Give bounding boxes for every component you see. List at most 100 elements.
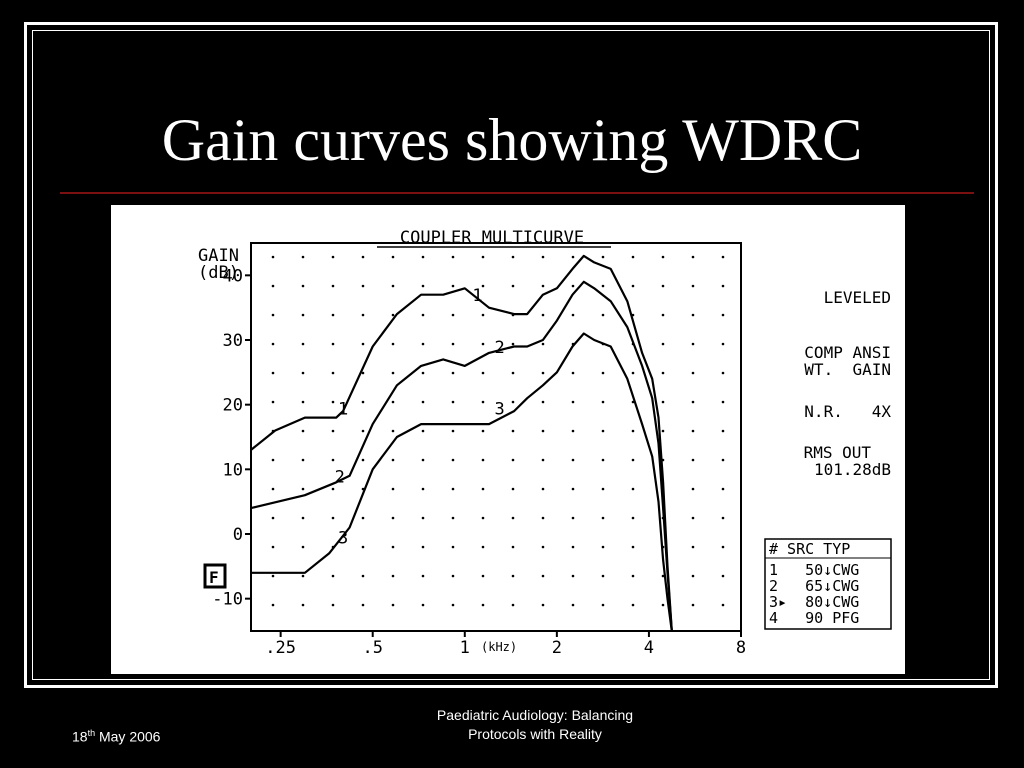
grid-dot: [271, 400, 275, 404]
footer-date-suffix: th: [87, 728, 96, 738]
grid-dot: [391, 429, 395, 433]
f-key-box: [203, 563, 227, 589]
grid-dot: [511, 371, 515, 375]
legend-table-row: 1 50↓CWG: [769, 561, 859, 579]
audiogram-panel: COUPLER MULTICURVE GAIN (dB) (kHz) 40 30 2…: [111, 205, 905, 674]
grid-dot: [391, 516, 395, 520]
curve-label-1: 1: [472, 286, 482, 306]
grid-dot: [661, 574, 665, 578]
gain-curve-1: [250, 254, 673, 632]
grid-dot: [331, 400, 335, 404]
grid-dot: [601, 284, 605, 288]
grid-dot: [271, 545, 275, 549]
footer-date: 18th May 2006: [72, 728, 160, 745]
grid-dot: [511, 545, 515, 549]
grid-dot: [361, 255, 365, 259]
grid-dot: [301, 255, 305, 259]
grid-dot: [421, 487, 425, 491]
grid-dot: [481, 574, 485, 578]
grid-dot: [391, 255, 395, 259]
grid-dot: [481, 545, 485, 549]
grid-dot: [541, 603, 545, 607]
grid-dot: [361, 603, 365, 607]
grid-dot: [481, 313, 485, 317]
grid-dot: [571, 284, 575, 288]
chart-title: COUPLER MULTICURVE: [400, 228, 584, 248]
grid-dot: [631, 574, 635, 578]
grid-dot: [631, 284, 635, 288]
grid-dot: [721, 603, 725, 607]
label-wt-gain: WT. GAIN: [804, 360, 891, 379]
footer-presentation-title: Paediatric Audiology: Balancing Protocol…: [390, 706, 680, 744]
grid-dot: [631, 516, 635, 520]
footer-title-line2: Protocols with Reality: [468, 726, 602, 742]
grid-dot: [541, 574, 545, 578]
grid-dot: [451, 284, 455, 288]
grid-dot: [421, 545, 425, 549]
grid-dot: [601, 458, 605, 462]
grid-dot: [571, 574, 575, 578]
x-tick-label: .5: [362, 638, 382, 658]
grid-dot: [361, 284, 365, 288]
grid-dot: [721, 400, 725, 404]
grid-dot: [271, 371, 275, 375]
grid-dot: [571, 255, 575, 259]
grid-dot: [421, 342, 425, 346]
grid-dot: [511, 284, 515, 288]
grid-dot: [421, 429, 425, 433]
grid-dot: [691, 342, 695, 346]
grid-dot: [541, 342, 545, 346]
grid-dot: [631, 429, 635, 433]
grid-dot: [271, 603, 275, 607]
grid-dot: [571, 516, 575, 520]
grid-dot: [421, 516, 425, 520]
grid-dot: [511, 458, 515, 462]
grid-dot: [691, 429, 695, 433]
grid-dot: [271, 255, 275, 259]
grid-dot: [451, 516, 455, 520]
grid-dot: [451, 342, 455, 346]
grid-dot: [661, 342, 665, 346]
y-tick-label: 20: [223, 396, 243, 416]
footer-date-rest: May 2006: [95, 728, 161, 745]
x-tick-label: .25: [265, 638, 296, 658]
legend-table-row: 2 65↓CWG: [769, 577, 859, 595]
x-axis-unit-label: (kHz): [481, 640, 517, 654]
grid-dot: [691, 574, 695, 578]
plot-area-border: [250, 242, 742, 632]
grid-dot: [511, 255, 515, 259]
grid-dot: [391, 603, 395, 607]
grid-dot: [691, 603, 695, 607]
grid-dot: [361, 545, 365, 549]
grid-dot: [451, 545, 455, 549]
grid-dot: [301, 458, 305, 462]
grid-dot: [511, 574, 515, 578]
curve-label-1: 1: [338, 399, 348, 419]
grid-dot: [331, 371, 335, 375]
grid-dot: [661, 371, 665, 375]
grid-dot: [721, 545, 725, 549]
grid-dot: [571, 429, 575, 433]
grid-dot: [481, 255, 485, 259]
grid-dot: [571, 545, 575, 549]
title-underline: [60, 192, 974, 194]
grid-dot: [691, 313, 695, 317]
grid-dot: [421, 458, 425, 462]
grid-dot: [571, 487, 575, 491]
grid-dot: [421, 313, 425, 317]
grid-dot: [631, 487, 635, 491]
grid-dot: [541, 458, 545, 462]
grid-dot: [601, 371, 605, 375]
grid-dot: [541, 429, 545, 433]
grid-dot: [301, 516, 305, 520]
grid-dot: [301, 342, 305, 346]
legend-table-border: [764, 538, 892, 630]
grid-dot: [691, 400, 695, 404]
grid-dot: [481, 284, 485, 288]
grid-dot: [361, 429, 365, 433]
grid-dot: [541, 284, 545, 288]
grid-dot: [691, 458, 695, 462]
grid-dot: [361, 458, 365, 462]
grid-dot: [331, 313, 335, 317]
grid-dot: [421, 400, 425, 404]
